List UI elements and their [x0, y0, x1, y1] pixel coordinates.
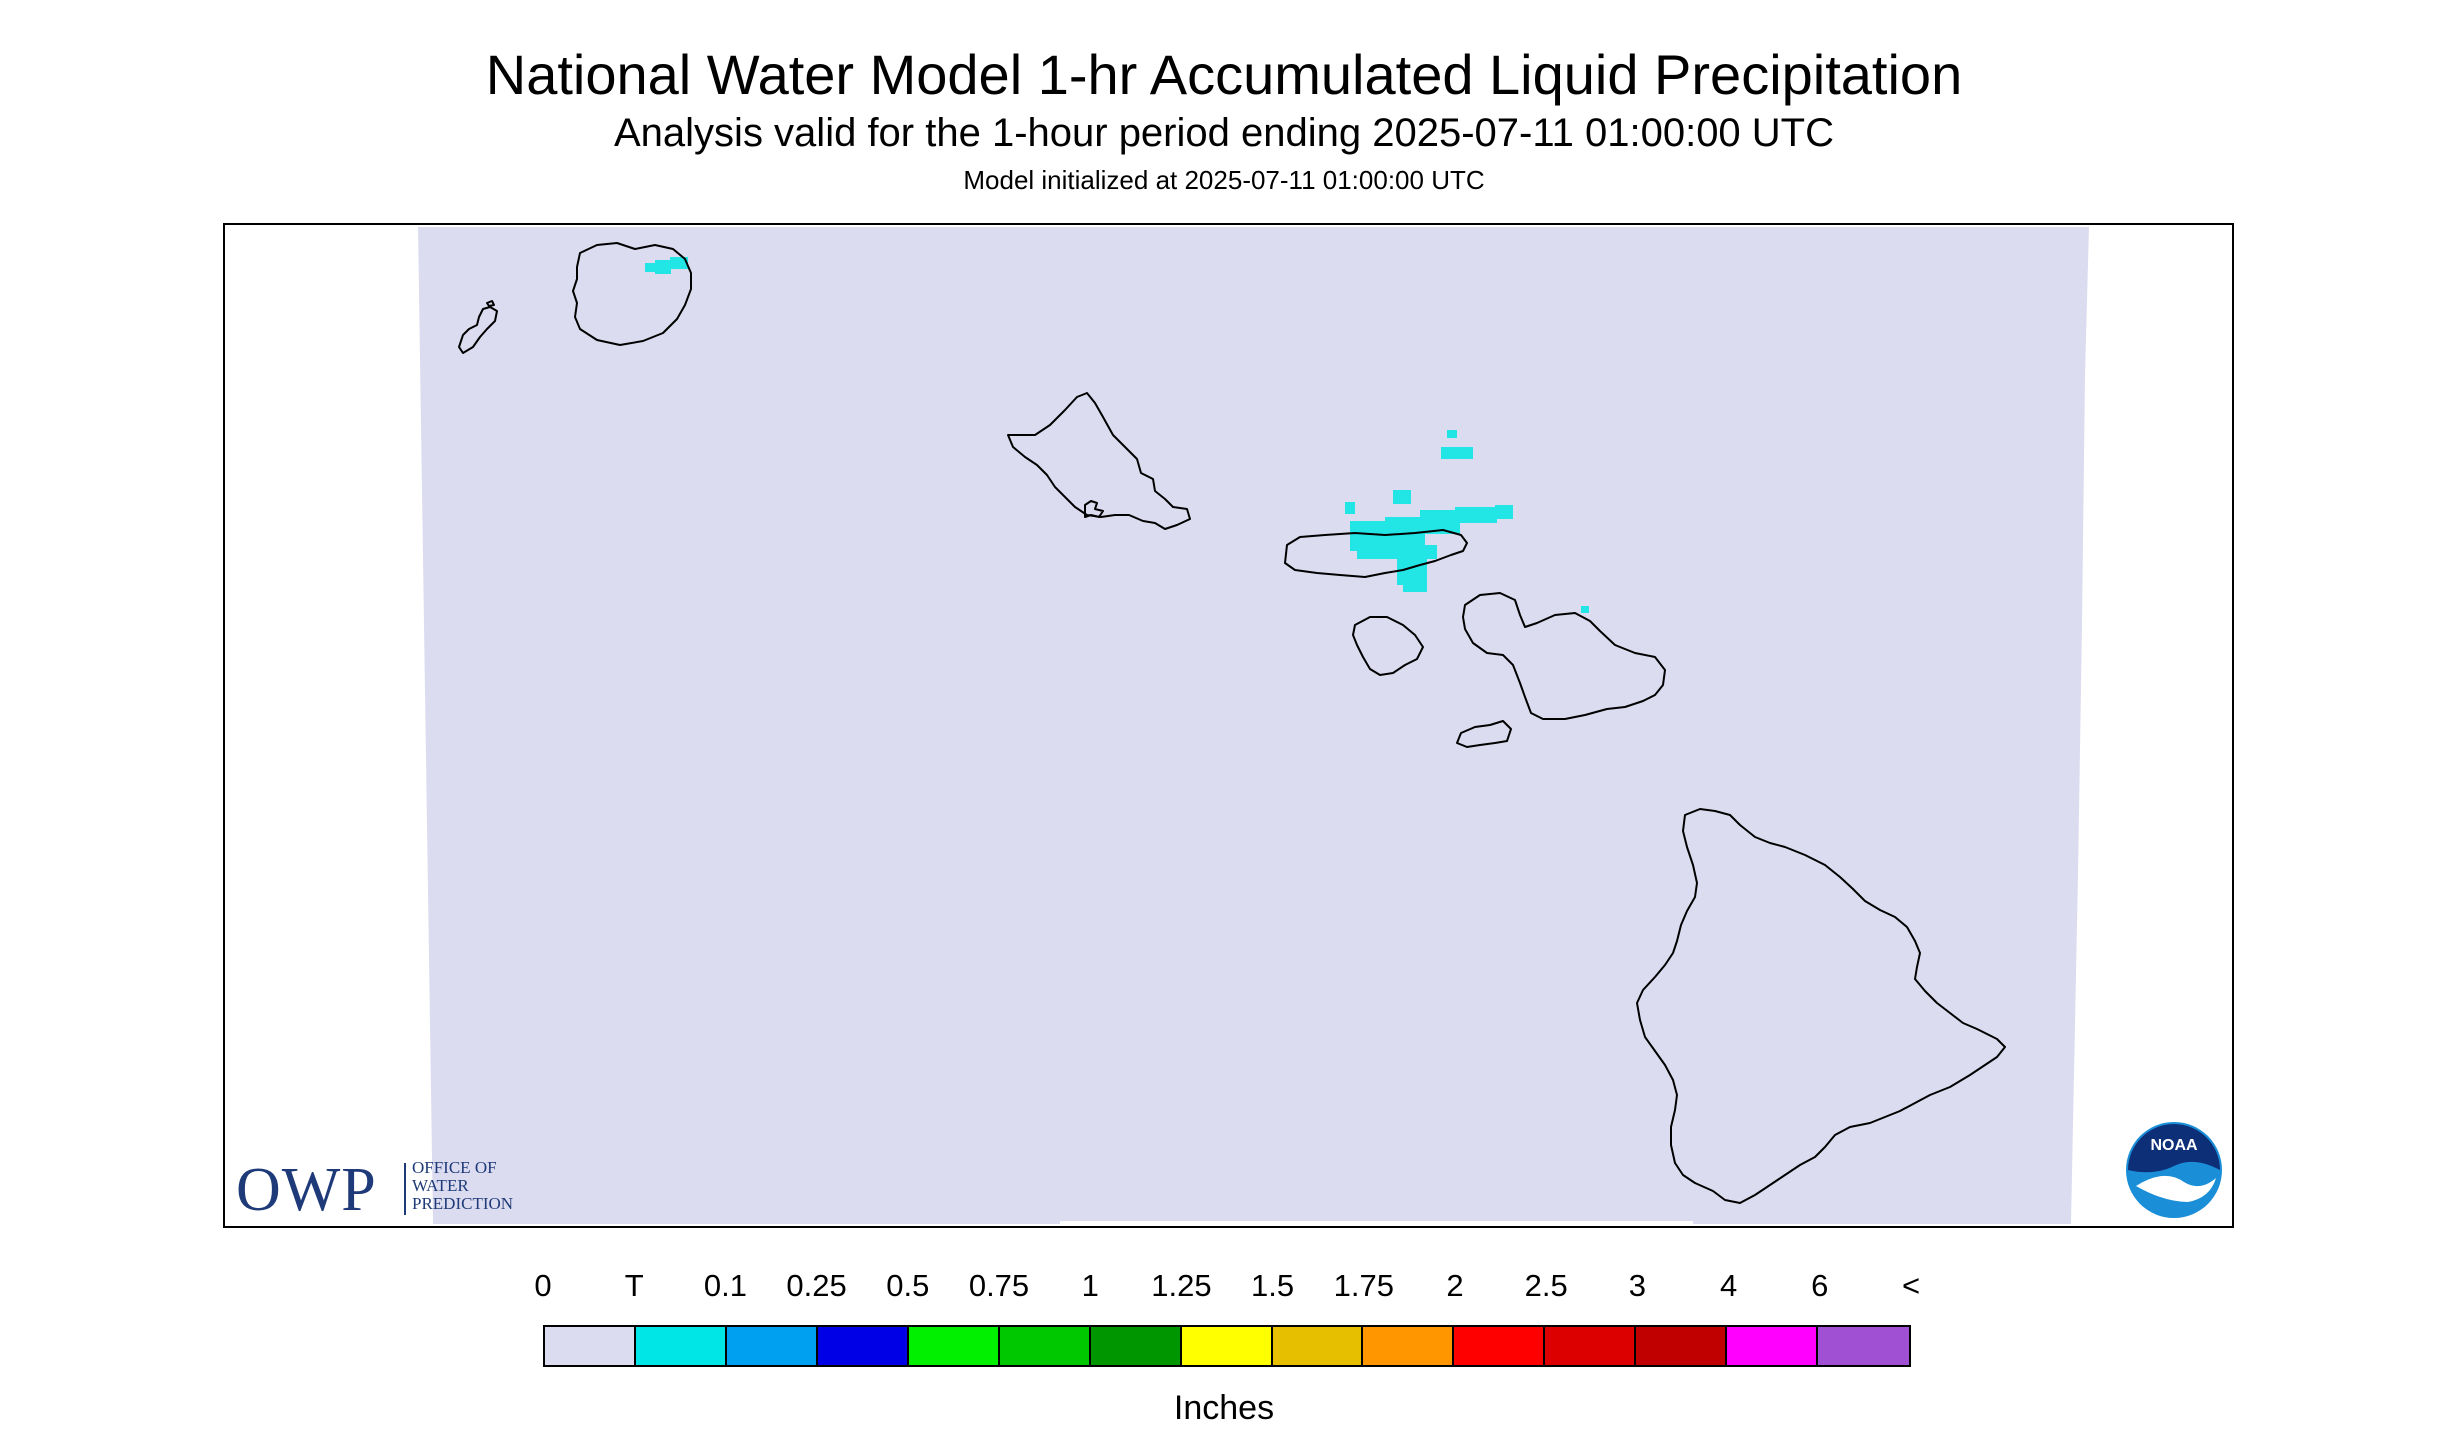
- owp-logo: OWP OFFICE OF WATER PREDICTION: [236, 1157, 556, 1223]
- pearl-harbor-outline: [1084, 500, 1104, 518]
- precip-patch: [1403, 580, 1427, 592]
- legend-swatch: [545, 1327, 636, 1365]
- legend-units: Inches: [1173, 1389, 1275, 1427]
- precip-patch: [655, 260, 671, 274]
- precip-patch: [1455, 507, 1497, 523]
- precip-patch: [1441, 447, 1473, 459]
- legend-label: 2.5: [1524, 1268, 1568, 1303]
- legend-label: 1: [1081, 1268, 1099, 1303]
- legend-swatch: [635, 1327, 727, 1365]
- precip-patch: [1345, 502, 1355, 514]
- legend-swatch: [1181, 1327, 1273, 1365]
- noaa-logo-text: NOAA: [2150, 1137, 2198, 1154]
- precip-patch: [645, 263, 657, 272]
- molokai-island-outline: [1284, 529, 1468, 578]
- hawaii-big-island-outline: [1636, 808, 2006, 1204]
- precip-patch: [1447, 430, 1457, 438]
- legend-label: 1.75: [1333, 1268, 1394, 1303]
- kahoolawe-island-outline: [1456, 720, 1512, 748]
- legend-label: T: [624, 1268, 644, 1303]
- legend-label: 6: [1811, 1268, 1829, 1303]
- owp-line-2: WATER: [412, 1176, 469, 1195]
- legend-swatch: [1545, 1327, 1637, 1365]
- owp-logo-subtext: OFFICE OF WATER PREDICTION: [412, 1159, 513, 1213]
- page-subtitle: Analysis valid for the 1-hour period end…: [614, 111, 1834, 155]
- owp-line-1: OFFICE OF: [412, 1158, 497, 1177]
- owp-line-3: PREDICTION: [412, 1194, 514, 1213]
- maui-island-outline: [1462, 592, 1666, 720]
- owp-logo-text: OWP: [236, 1156, 377, 1224]
- oahu-island-outline: [1007, 392, 1191, 530]
- legend-swatch: [999, 1327, 1091, 1365]
- legend-label: 0.1: [703, 1268, 747, 1303]
- legend-label: 1.25: [1151, 1268, 1212, 1303]
- niihau-island-outline: [458, 306, 498, 354]
- legend-swatch: [817, 1327, 909, 1365]
- legend-swatch: [1363, 1327, 1455, 1365]
- model-domain: [418, 227, 2089, 1224]
- noaa-logo-top: [2128, 1124, 2220, 1173]
- legend-swatch: [1636, 1327, 1728, 1365]
- legend-label: 4: [1719, 1268, 1738, 1303]
- precip-patch: [1495, 505, 1513, 519]
- legend-swatch: [1818, 1327, 1910, 1365]
- legend-label: 0.75: [968, 1268, 1030, 1303]
- owp-logo-divider: [404, 1163, 406, 1215]
- noaa-logo: NOAA: [2126, 1122, 2222, 1218]
- precip-patch: [1581, 606, 1589, 613]
- legend-label: 0.25: [786, 1268, 847, 1303]
- precipitation-map[interactable]: [225, 225, 2232, 1226]
- legend-swatch: [726, 1327, 818, 1365]
- legend-swatch: [908, 1327, 1000, 1365]
- color-legend-bar: [543, 1325, 1911, 1367]
- lanai-island-outline: [1352, 616, 1424, 676]
- legend-label: 2: [1446, 1268, 1464, 1303]
- legend-labels: 0 T 0.1 0.25 0.5 0.75 1 1.25 1.5 1.75 2 2.5 3 4 6 <: [0, 1266, 2448, 1306]
- legend-swatch: [1272, 1327, 1364, 1365]
- precip-patch: [1393, 490, 1411, 504]
- legend-label: 0.5: [886, 1268, 930, 1303]
- legend-swatch: [1454, 1327, 1546, 1365]
- precip-patch: [670, 257, 688, 269]
- legend-label: 1.5: [1251, 1268, 1295, 1303]
- page-title: National Water Model 1-hr Accumulated Li…: [485, 43, 1963, 106]
- noaa-logo-bird: [2136, 1175, 2216, 1202]
- legend-swatch: [1727, 1327, 1819, 1365]
- legend-label: <: [1901, 1268, 1921, 1303]
- legend-label: 0: [534, 1268, 552, 1303]
- map-panel[interactable]: [223, 223, 2234, 1228]
- lehua-islet-outline: [486, 300, 495, 307]
- legend-label: 3: [1628, 1268, 1647, 1303]
- kauai-island-outline: [572, 242, 692, 346]
- model-init-note: Model initialized at 2025-07-11 01:00:00…: [963, 165, 1485, 195]
- legend-swatch: [1090, 1327, 1182, 1365]
- coastlines: [458, 242, 2006, 1204]
